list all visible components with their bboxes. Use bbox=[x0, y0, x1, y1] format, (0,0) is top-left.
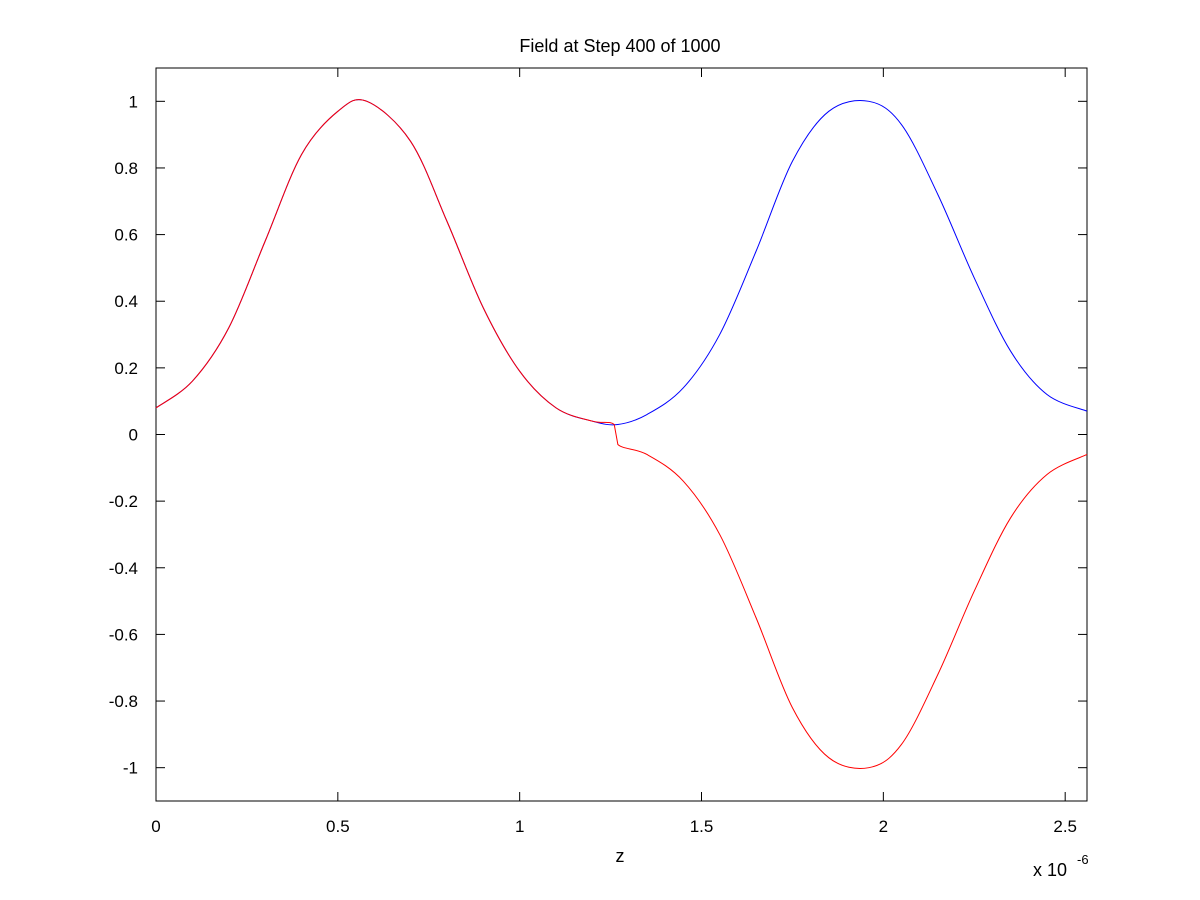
x-tick-label: 1.5 bbox=[690, 817, 714, 836]
x-exponent-base: x 10 bbox=[1033, 860, 1067, 880]
plot-area: 0 0.5 1 1.5 2 2.5 1 0.8 0.6 0.4 0.2 0 -0.2 -0.4 -0.6 -0… bbox=[109, 67, 1088, 836]
y-tick-label: 0.6 bbox=[114, 226, 138, 245]
x-tick-label: 1 bbox=[515, 817, 524, 836]
x-tick-label: 0.5 bbox=[326, 817, 350, 836]
y-tick-label: -1 bbox=[123, 759, 138, 778]
series-layer bbox=[155, 99, 1088, 769]
y-tick-label: -0.4 bbox=[109, 559, 138, 578]
y-tick-label: 1 bbox=[129, 92, 138, 111]
y-tick-label: 0 bbox=[129, 426, 138, 445]
series-line-red bbox=[155, 99, 1088, 769]
x-axis-label: z bbox=[616, 846, 625, 866]
x-tick-label: 2.5 bbox=[1053, 817, 1077, 836]
chart-title: Field at Step 400 of 1000 bbox=[519, 36, 720, 56]
y-tick-label: 0.4 bbox=[114, 292, 138, 311]
ticks-layer: 0 0.5 1 1.5 2 2.5 1 0.8 0.6 0.4 0.2 0 -0.2 -0.4 -0.6 -0… bbox=[109, 68, 1087, 836]
x-tick-label: 2 bbox=[879, 817, 888, 836]
x-axis-exponent: x 10 -6 bbox=[1033, 852, 1089, 880]
x-exponent-power: -6 bbox=[1077, 852, 1089, 867]
y-tick-label: 0.2 bbox=[114, 359, 138, 378]
y-tick-label: -0.6 bbox=[109, 625, 138, 644]
x-tick-label: 0 bbox=[151, 817, 160, 836]
y-tick-label: 0.8 bbox=[114, 159, 138, 178]
y-tick-label: -0.2 bbox=[109, 492, 138, 511]
y-tick-label: -0.8 bbox=[109, 692, 138, 711]
